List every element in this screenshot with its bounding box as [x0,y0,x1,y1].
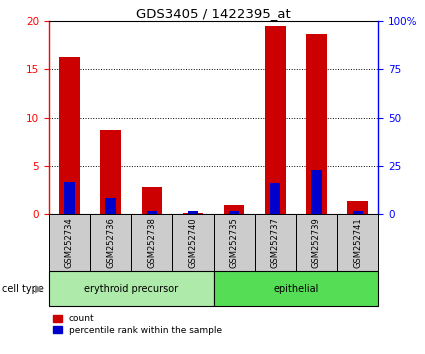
Text: GSM252734: GSM252734 [65,217,74,268]
Text: GSM252739: GSM252739 [312,217,321,268]
Bar [296,214,337,271]
Bar [265,26,286,214]
Bar [229,211,239,214]
Bar [131,214,173,271]
Bar [173,214,213,271]
Bar [90,214,131,271]
Bar [183,213,203,214]
Legend: count, percentile rank within the sample: count, percentile rank within the sample [54,314,222,335]
Text: GSM252740: GSM252740 [188,217,198,268]
Bar [255,214,296,271]
Bar [147,211,157,214]
Bar [270,183,280,214]
Bar [64,182,75,214]
Bar [59,57,80,214]
Bar [213,214,255,271]
Bar [49,271,213,306]
Text: cell type: cell type [2,284,44,293]
Bar [312,170,322,214]
Bar [337,214,378,271]
Text: GSM252737: GSM252737 [271,217,280,268]
Text: GSM252738: GSM252738 [147,217,156,268]
Bar [100,130,121,214]
Bar [306,34,327,214]
Text: epithelial: epithelial [273,284,319,293]
Bar [352,211,363,214]
Text: GSM252736: GSM252736 [106,217,115,268]
Text: GSM252735: GSM252735 [230,217,239,268]
Text: ▶: ▶ [35,284,43,293]
Bar [224,205,244,214]
Text: GSM252741: GSM252741 [353,217,362,268]
Bar [142,187,162,214]
Bar [188,211,198,214]
Title: GDS3405 / 1422395_at: GDS3405 / 1422395_at [136,7,291,20]
Bar [213,271,378,306]
Bar [347,201,368,214]
Bar [105,198,116,214]
Text: erythroid precursor: erythroid precursor [84,284,178,293]
Bar [49,214,90,271]
